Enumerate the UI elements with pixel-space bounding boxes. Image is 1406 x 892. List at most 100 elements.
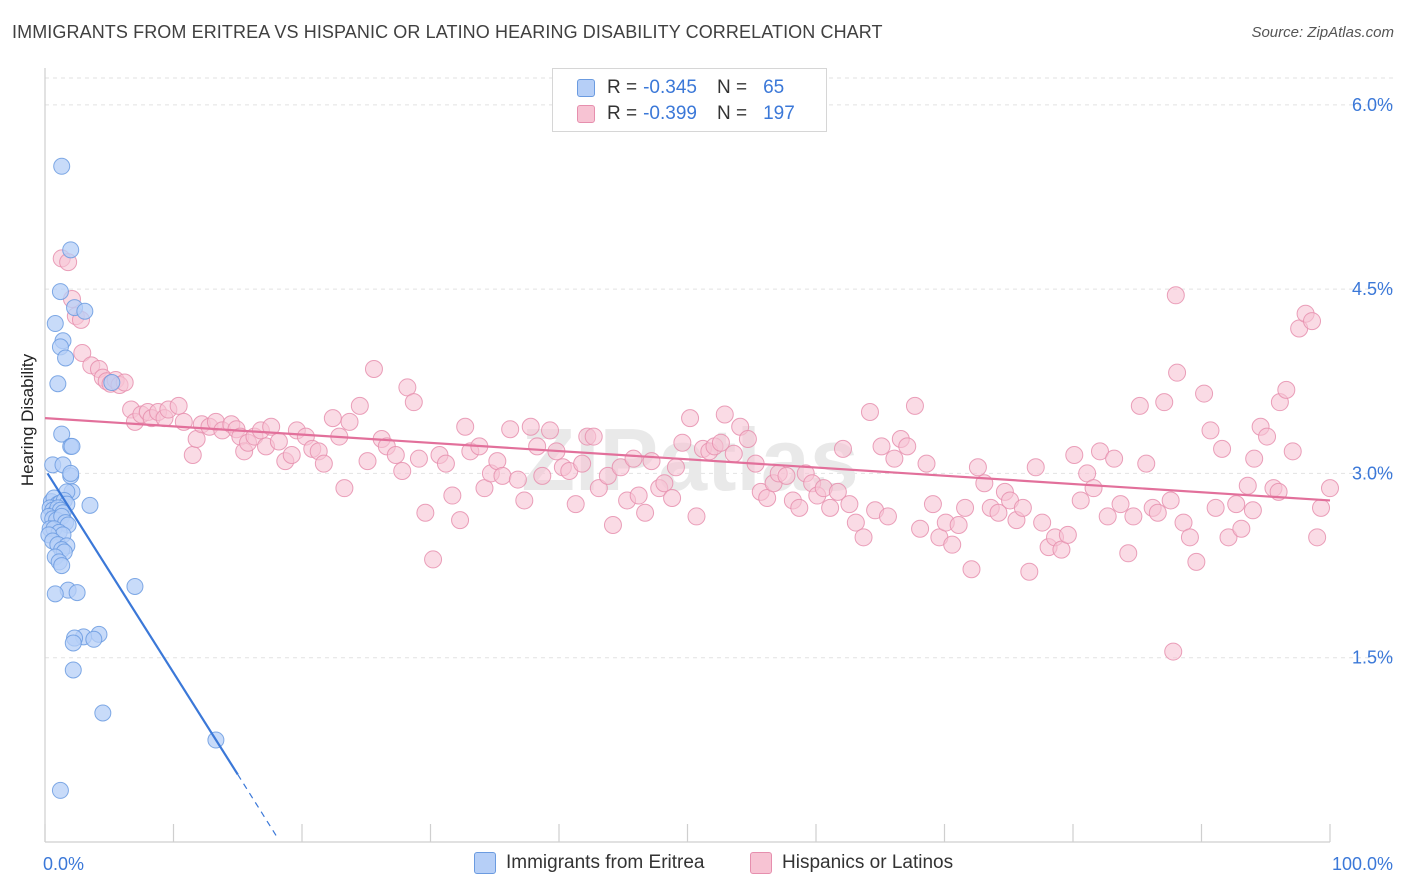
hispanic-point <box>777 466 796 485</box>
hispanic-point <box>1111 495 1130 514</box>
legend-swatch-hispanics <box>577 105 595 123</box>
hispanic-point <box>711 433 730 452</box>
hispanic-point <box>790 498 809 517</box>
hispanic-point <box>282 446 301 464</box>
hispanic-point <box>821 498 840 517</box>
hispanic-point <box>533 466 552 485</box>
hispanic-point <box>655 474 674 493</box>
hispanic-point <box>340 412 359 431</box>
hispanic-point <box>885 449 904 468</box>
series-legend: Immigrants from Eritrea Hispanics or Lat… <box>0 852 1406 878</box>
trend-line-eritrea-extension <box>237 774 277 837</box>
series-legend-hispanics[interactable]: Hispanics or Latinos <box>750 852 953 874</box>
correlation-legend: R = -0.345 N = 65 R = -0.399 N = 197 <box>552 68 827 132</box>
hispanic-point <box>183 446 202 464</box>
tick-labels: 1.5% 3.0% 4.5% 6.0% 0.0% 100.0% <box>43 95 1393 874</box>
hispanic-point <box>989 503 1008 522</box>
eritrea-point <box>85 630 103 648</box>
hispanic-point <box>666 458 685 477</box>
hispanic-point <box>840 495 859 514</box>
legend-n-value: 65 <box>763 77 785 98</box>
hispanic-point <box>1238 476 1257 495</box>
hispanic-point <box>968 458 987 477</box>
hispanic-point <box>1232 519 1251 538</box>
hispanic-point <box>1090 442 1109 461</box>
eritrea-point <box>76 302 94 320</box>
hispanic-point <box>1303 312 1322 331</box>
hispanic-point <box>169 396 188 415</box>
eritrea-point <box>51 283 69 301</box>
hispanic-point <box>911 519 930 538</box>
hispanic-point <box>673 433 692 452</box>
hispanic-point <box>566 495 585 514</box>
eritrea-point <box>81 496 99 514</box>
hispanic-point <box>364 360 383 378</box>
hispanic-point <box>262 417 281 436</box>
hispanic-point <box>269 432 288 451</box>
hispanic-point <box>833 439 852 458</box>
hispanic-point <box>724 444 743 463</box>
hispanic-point <box>1168 363 1187 382</box>
hispanic-point <box>1026 458 1045 477</box>
hispanic-point <box>1105 449 1124 468</box>
hispanic-point <box>528 437 547 456</box>
hispanic-point <box>1137 454 1156 473</box>
eritrea-point <box>49 375 67 393</box>
hispanic-point <box>508 470 527 489</box>
eritrea-point <box>62 241 80 259</box>
trend-line-eritrea <box>46 472 239 776</box>
hispanic-point <box>451 511 470 530</box>
hispanic-point <box>1020 562 1039 581</box>
hispanic-point <box>404 393 423 412</box>
hispanic-point <box>1166 286 1185 305</box>
hispanic-point <box>1180 528 1199 547</box>
hispanic-point <box>350 396 369 415</box>
hispanic-point <box>573 454 592 473</box>
legend-n-label: N = <box>716 103 748 124</box>
hispanic-point <box>1124 507 1143 526</box>
hispanic-point <box>1195 384 1214 403</box>
hispanic-point <box>1243 501 1262 520</box>
hispanic-point <box>1206 498 1225 517</box>
hispanic-point <box>1071 491 1090 510</box>
hispanic-point <box>323 409 342 428</box>
axes <box>44 68 1331 843</box>
hispanic-point <box>917 454 936 473</box>
y-tick-label: 4.5% <box>1352 279 1393 299</box>
hispanic-point <box>1227 495 1246 514</box>
hispanic-point <box>393 461 412 480</box>
hispanic-point <box>1130 396 1149 415</box>
hispanic-point <box>589 479 608 498</box>
hispanic-point <box>1321 479 1339 498</box>
legend-r-label: R = <box>607 77 638 98</box>
hispanic-point <box>738 430 757 449</box>
hispanic-point <box>456 417 475 436</box>
hispanic-point <box>854 528 873 547</box>
hispanic-point <box>521 417 540 436</box>
legend-row-eritrea: R = -0.345 N = 65 <box>577 76 784 100</box>
x-tick-label: 0.0% <box>43 854 84 874</box>
hispanic-point <box>603 516 622 535</box>
y-tick-label: 1.5% <box>1352 648 1393 668</box>
eritrea-point <box>126 577 144 595</box>
hispanic-point <box>436 454 455 473</box>
hispanic-point <box>1161 491 1180 510</box>
hispanic-point <box>1148 503 1167 522</box>
eritrea-point <box>103 374 121 392</box>
eritrea-point <box>64 661 82 679</box>
hispanic-point <box>1213 439 1232 458</box>
hispanic-point <box>962 560 981 579</box>
hispanic-point <box>642 452 661 471</box>
series-legend-eritrea[interactable]: Immigrants from Eritrea <box>474 852 704 874</box>
legend-n-value: 197 <box>763 103 795 124</box>
eritrea-point <box>51 781 69 799</box>
hispanic-point <box>1219 528 1238 547</box>
hispanic-point <box>828 482 847 501</box>
eritrea-point <box>57 349 75 367</box>
legend-r-value: -0.345 <box>643 77 697 98</box>
series-legend-label: Immigrants from Eritrea <box>506 852 705 873</box>
legend-r-value: -0.399 <box>643 103 697 124</box>
trend-line-hispanics <box>44 417 1331 502</box>
hispanic-point <box>493 466 512 485</box>
